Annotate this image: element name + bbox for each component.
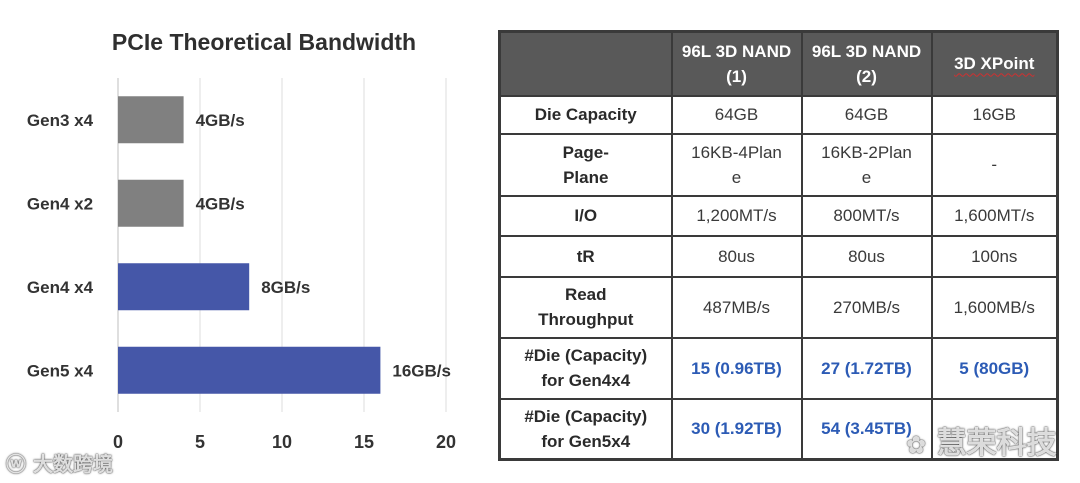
x-tick-label: 15 xyxy=(354,432,374,452)
table-cell: 27 (1.72TB) xyxy=(800,336,933,400)
header-label: 96L 3D NAND (1) xyxy=(681,41,792,86)
row-label: #Die (Capacity) for Gen5x4 xyxy=(498,397,673,461)
table-cell: - xyxy=(930,132,1059,197)
table-cell-text: 16KB-2Plane xyxy=(821,142,912,187)
table-row: Die Capacity 64GB 64GB 16GB xyxy=(498,94,1059,135)
category-label: Gen4 x2 xyxy=(27,194,93,213)
chart-title: PCIe Theoretical Bandwidth xyxy=(112,29,416,55)
chart-bars: Gen3 x4 4GB/s Gen4 x2 4GB/s Gen4 x4 8GB/s Gen5… xyxy=(27,96,451,394)
row-label-text: Page-Plane xyxy=(562,142,609,187)
watermark-left-text: 大数跨境 xyxy=(32,452,113,476)
x-tick-label: 20 xyxy=(436,432,456,452)
chart-x-ticks: 0 5 10 15 20 xyxy=(113,432,456,452)
header-col-96l-nand-2: 96L 3D NAND (2) xyxy=(800,30,933,97)
table-cell: 30 (1.92TB) xyxy=(670,397,803,461)
table-row: Read Throughput 487MB/s 270MB/s 1,600MB/… xyxy=(498,275,1059,339)
bar-value-label: 4GB/s xyxy=(196,111,245,130)
table-cell: 1,200MT/s xyxy=(670,194,803,237)
x-tick-label: 0 xyxy=(113,432,123,452)
watermark-left: ⓦ 大数跨境 xyxy=(6,448,113,477)
table-cell-text: 16KB-4Plane xyxy=(691,142,782,187)
category-label: Gen5 x4 xyxy=(27,361,94,380)
table-cell: 16KB-2Plane xyxy=(800,132,933,197)
wechat-logo-icon: ✿ xyxy=(906,431,927,459)
table-cell: 64GB xyxy=(800,94,933,135)
table-cell: 800MT/s xyxy=(800,194,933,237)
table-cell: 80us xyxy=(800,234,933,278)
table-cell: 16GB xyxy=(930,94,1059,135)
table-cell: 64GB xyxy=(670,94,803,135)
table-row: I/O 1,200MT/s 800MT/s 1,600MT/s xyxy=(498,194,1059,237)
table-cell: 1,600MT/s xyxy=(930,194,1059,237)
x-tick-label: 5 xyxy=(195,432,205,452)
x-tick-label: 10 xyxy=(272,432,292,452)
table-row: #Die (Capacity) for Gen5x4 30 (1.92TB) 5… xyxy=(498,397,1059,461)
row-label-text: Read Throughput xyxy=(538,285,634,329)
bar xyxy=(118,346,381,394)
weibo-logo-icon: ⓦ xyxy=(6,452,26,476)
nand-spec-table: 96L 3D NAND (1) 96L 3D NAND (2) 3D XPoin… xyxy=(498,30,1059,461)
row-label: Page-Plane xyxy=(498,132,673,197)
table-cell: 15 (0.96TB) xyxy=(670,336,803,400)
bar-value-label: 16GB/s xyxy=(392,361,451,380)
bar-value-label: 4GB/s xyxy=(196,194,245,213)
category-label: Gen4 x4 xyxy=(27,278,94,297)
row-label: Read Throughput xyxy=(498,275,673,339)
table-header-row: 96L 3D NAND (1) 96L 3D NAND (2) 3D XPoin… xyxy=(498,30,1059,97)
table-cell: 487MB/s xyxy=(670,275,803,339)
table-cell: 5 (80GB) xyxy=(930,336,1059,400)
table-cell: 16KB-4Plane xyxy=(670,132,803,197)
bar xyxy=(118,263,250,311)
bandwidth-chart: PCIe Theoretical Bandwidth Gen3 x4 4GB/sG… xyxy=(27,29,456,452)
table-cell: 1,600MB/s xyxy=(930,275,1059,339)
header-label: 96L 3D NAND (2) xyxy=(811,41,922,86)
watermark-right: ✿ 慧荣科技 xyxy=(906,418,1057,462)
row-label-text: #Die (Capacity) for Gen5x4 xyxy=(524,406,648,451)
header-col-3d-xpoint: 3D XPoint xyxy=(930,30,1059,97)
table-row: #Die (Capacity) for Gen4x4 15 (0.96TB) 2… xyxy=(498,336,1059,400)
table-cell xyxy=(930,397,1059,461)
table-row: tR 80us 80us 100ns xyxy=(498,234,1059,278)
header-label: 3D XPoint xyxy=(954,54,1035,74)
row-label: #Die (Capacity) for Gen4x4 xyxy=(498,336,673,400)
watermark-right-text: 慧荣科技 xyxy=(936,426,1057,461)
table-row: Page-Plane 16KB-4Plane 16KB-2Plane - xyxy=(498,132,1059,197)
table-cell: 270MB/s xyxy=(800,275,933,339)
bar-value-label: 8GB/s xyxy=(261,278,310,297)
row-label-text: #Die (Capacity) for Gen4x4 xyxy=(524,346,648,390)
table-cell: 54 (3.45TB) xyxy=(800,397,933,461)
category-label: Gen3 x4 xyxy=(27,111,94,130)
header-corner-cell xyxy=(498,30,673,97)
bar xyxy=(118,179,184,227)
table-cell: 80us xyxy=(670,234,803,278)
bar xyxy=(118,96,184,144)
header-col-96l-nand-1: 96L 3D NAND (1) xyxy=(670,30,803,97)
row-label: tR xyxy=(498,234,673,278)
table-cell: 100ns xyxy=(930,234,1059,278)
row-label: Die Capacity xyxy=(498,94,673,135)
row-label: I/O xyxy=(498,194,673,237)
